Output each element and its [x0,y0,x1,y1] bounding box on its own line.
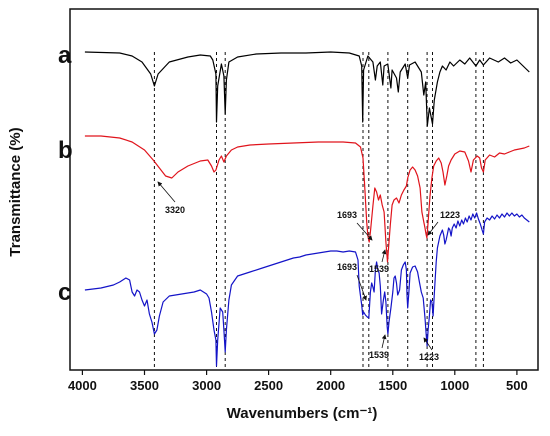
x-axis-title: Wavenumbers (cm⁻¹) [227,405,378,422]
annotation-label: 1223 [419,352,439,362]
x-tick-label: 500 [506,378,528,393]
annotation-arrow [356,222,373,241]
x-tick-label: 1000 [440,378,469,393]
series-label-b: b [58,137,73,164]
x-tick-label: 3500 [130,378,159,393]
annotation-label: 1539 [369,350,389,360]
x-tick-label: 1500 [378,378,407,393]
annotation-label: 1693 [337,262,357,272]
spectrum-b [84,135,530,263]
spectrum-c [84,212,530,367]
spectrum-a [84,51,530,127]
annotation-label: 1539 [369,264,389,274]
annotation-arrow [157,181,176,203]
series-label-a: a [58,42,72,69]
annotation-arrow [427,221,439,236]
annotation-arrow [381,334,387,349]
annotation-arrow [356,274,367,301]
annotation-label: 1693 [337,210,357,220]
plot-frame [69,8,539,371]
x-tick-label: 2500 [254,378,283,393]
annotation-label: 1223 [440,210,460,220]
series-label-c: c [58,279,71,306]
y-axis-title: Transmittance (%) [7,127,24,256]
annotation-arrow [423,337,433,351]
annotation-label: 3320 [165,205,185,215]
x-tick-label: 2000 [316,378,345,393]
x-tick-label: 3000 [192,378,221,393]
annotation-arrow [381,249,387,263]
x-tick-label: 4000 [68,378,97,393]
